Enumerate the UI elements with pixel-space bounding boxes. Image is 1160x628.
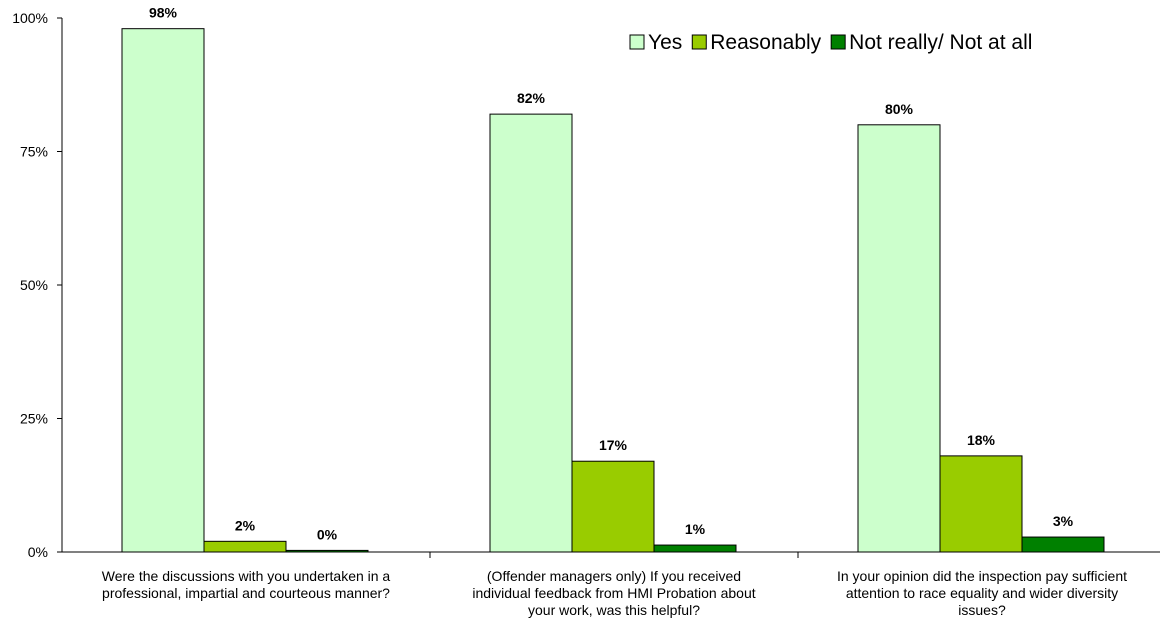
category-label-line: attention to race equality and wider div…: [846, 585, 1118, 601]
bars: [121, 28, 1105, 553]
category-label-line: (Offender managers only) If you received: [487, 568, 741, 584]
bar-not-really-not-at-all-2: [653, 544, 737, 553]
bar-reasonably-2: [571, 460, 655, 553]
legend-label: Reasonably: [710, 31, 821, 54]
category-label-line: issues?: [958, 602, 1006, 618]
data-labels: 98% 82% 80% 2% 17% 18% 0% 1% 3%: [149, 5, 1074, 543]
legend-swatch: [691, 34, 707, 50]
category-label-line: professional, impartial and courteous ma…: [102, 585, 390, 601]
category-label-line: individual feedback from HMI Probation a…: [472, 585, 755, 601]
y-tick-label: 0%: [28, 544, 48, 560]
data-label: 17%: [599, 437, 628, 453]
legend-label: Not really/ Not at all: [849, 31, 1032, 54]
category-label-1: Were the discussions with you undertaken…: [102, 568, 391, 601]
data-label: 98%: [149, 5, 178, 21]
y-tick-label: 50%: [20, 277, 48, 293]
data-label: 0%: [317, 526, 338, 542]
data-label: 80%: [885, 101, 914, 117]
bar-yes-1: [121, 28, 205, 553]
data-label: 3%: [1053, 513, 1074, 529]
y-tick-label: 25%: [20, 411, 48, 427]
y-tick-label: 100%: [12, 10, 48, 26]
legend-swatch: [830, 34, 846, 50]
category-label-line: your work, was this helpful?: [528, 602, 700, 618]
bar-not-really-not-at-all-3: [1021, 536, 1105, 553]
category-labels: Were the discussions with you undertaken…: [102, 568, 1127, 618]
bar-reasonably-1: [203, 540, 287, 553]
data-label: 1%: [685, 521, 706, 537]
category-label-3: In your opinion did the inspection pay s…: [837, 568, 1127, 618]
bar-yes-2: [489, 113, 573, 553]
bar-reasonably-3: [939, 455, 1023, 553]
category-label-line: In your opinion did the inspection pay s…: [837, 568, 1127, 584]
data-label: 2%: [235, 517, 256, 533]
y-tick-label: 75%: [20, 144, 48, 160]
data-label: 18%: [967, 432, 996, 448]
legend: Yes Reasonably Not really/ Not at all: [629, 31, 1032, 54]
category-label-2: (Offender managers only) If you received…: [472, 568, 755, 618]
legend-label: Yes: [648, 31, 682, 54]
bar-yes-3: [857, 124, 941, 553]
bar-not-really-not-at-all-1: [285, 549, 369, 553]
category-label-line: Were the discussions with you undertaken…: [102, 568, 391, 584]
data-label: 82%: [517, 90, 546, 106]
legend-swatch: [629, 34, 645, 50]
